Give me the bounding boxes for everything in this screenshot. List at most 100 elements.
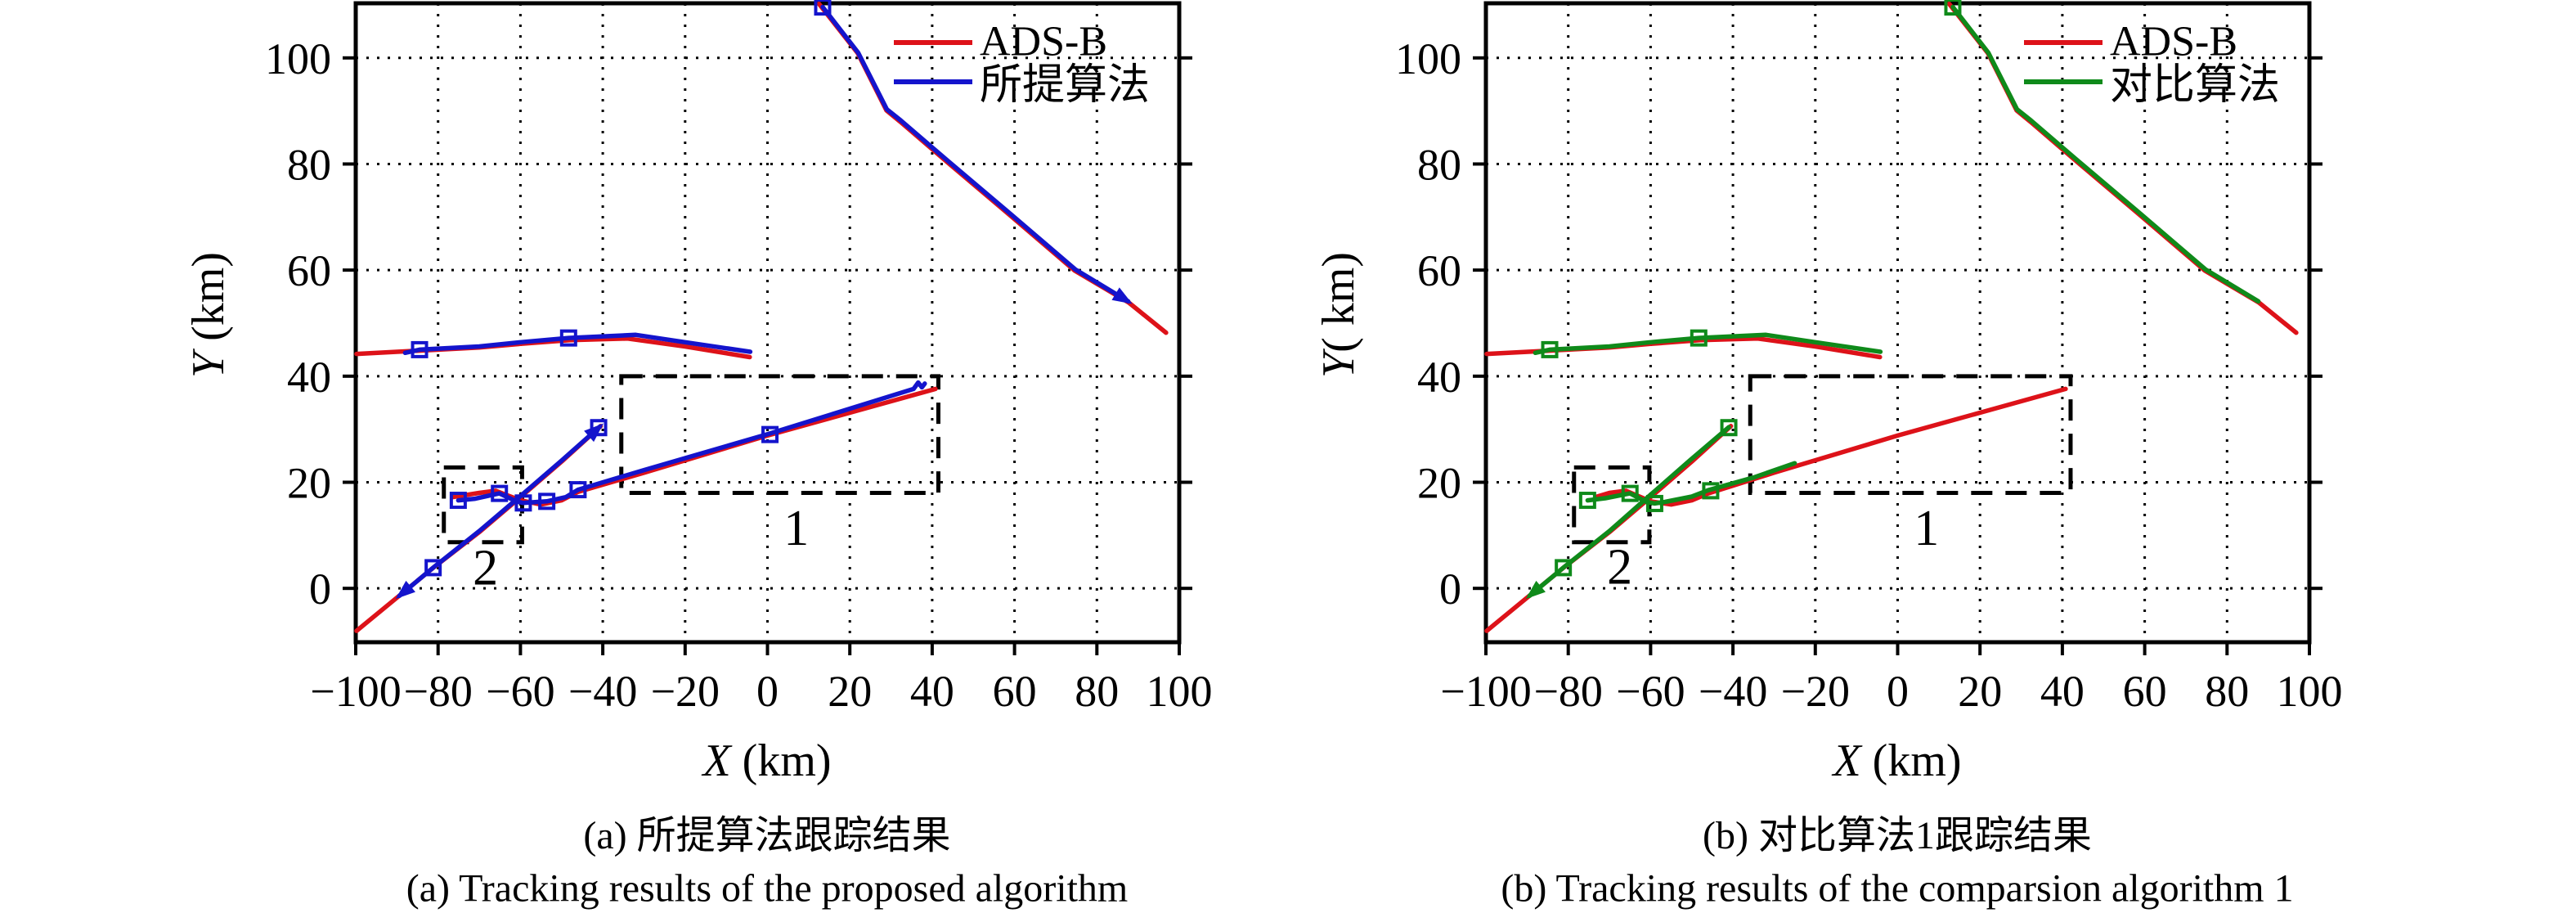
svg-text:20: 20 (828, 667, 872, 716)
svg-text:20: 20 (1417, 459, 1461, 508)
plot-a-proposed-track-cross (456, 380, 927, 506)
svg-text:60: 60 (287, 246, 331, 295)
plot-b: −100 −80 −60 −40 −20 0 20 40 60 80 100 0 20 40 60 80 100… (1395, 0, 2343, 716)
plot-b-region-label-2: 2 (1607, 539, 1632, 595)
svg-text:−20: −20 (651, 667, 720, 716)
plot-b-ylabel-var: Y (1313, 352, 1364, 379)
plot-b-comparison-track-top (1950, 4, 2261, 304)
svg-text:80: 80 (1417, 140, 1461, 189)
plot-a-xlabel: X (km) (702, 735, 831, 787)
plot-b-adsb-track-cross (1595, 386, 2068, 507)
plot-a-proposed-track-top-arrow (1111, 287, 1133, 304)
plot-b-track-marker (1555, 559, 1573, 577)
plot-a-ylabel: Y (km) (182, 252, 235, 378)
plot-a-proposed-track-mid (402, 332, 753, 356)
svg-text:−40: −40 (1699, 667, 1767, 716)
svg-text:80: 80 (287, 140, 331, 189)
plot-b-ylabel: Y( km) (1313, 252, 1365, 378)
plot-b-xlabel: X (km) (1833, 735, 1961, 787)
plot-a-track-marker (491, 484, 509, 502)
plot-b-track-marker (1944, 0, 1962, 16)
plot-b-comparison-track-diag-arrow (1525, 580, 1546, 600)
plot-a-proposed-track-diag (397, 424, 603, 599)
plot-b-border (1483, 1, 2312, 645)
plot-b-track-marker (1621, 484, 1639, 502)
plot-a: −100 −80 −60 −40 −20 0 20 40 60 80 100 0 20 40 60 80 100… (265, 0, 1213, 716)
plot-b-xlabel-var: X (1833, 735, 1861, 786)
plot-a-caption-chinese: (a) 所提算法跟踪结果 (583, 814, 951, 857)
svg-text:60: 60 (1417, 246, 1461, 295)
plot-a-track-marker (424, 559, 442, 577)
svg-text:0: 0 (1439, 564, 1461, 614)
plot-b-ylabel-unit: ( km) (1313, 251, 1364, 353)
plot-b-track-marker (1720, 419, 1738, 437)
plot-a-region-label-2: 2 (473, 541, 498, 596)
svg-text:−80: −80 (1533, 667, 1602, 716)
plot-b-ytick-labels: 0 20 40 60 80 100 (1395, 34, 1461, 614)
plot-b-track-marker (1702, 482, 1720, 500)
svg-text:60: 60 (2123, 667, 2167, 716)
plot-b-region-box-1 (1748, 374, 2073, 495)
plot-a-track-marker (449, 492, 467, 510)
svg-text:100: 100 (1147, 667, 1213, 716)
plot-a-xlabel-var: X (702, 735, 731, 786)
plot-b-track-marker (1541, 340, 1559, 358)
plot-a-ticks (343, 56, 1192, 655)
svg-text:40: 40 (1417, 353, 1461, 402)
plot-a-region-label-1: 1 (783, 501, 809, 556)
svg-text:60: 60 (993, 667, 1037, 716)
svg-text:−40: −40 (568, 667, 637, 716)
plot-b-track-marker (1578, 492, 1596, 510)
plot-a-track-marker (814, 0, 832, 16)
plot-b-xtick-labels: −100 −80 −60 −40 −20 0 20 40 60 80 100 (1440, 667, 2342, 716)
plot-a-ylabel-var: Y (183, 352, 234, 379)
svg-text:80: 80 (2205, 667, 2249, 716)
plot-a-ytick-labels: 0 20 40 60 80 100 (265, 34, 331, 614)
plot-a-track-marker (590, 419, 608, 437)
plot-a-grid (356, 3, 1179, 642)
plot-b-legend-lines (2024, 40, 2103, 84)
plot-b-region-label-1: 1 (1914, 501, 1939, 556)
plot-a-proposed-track-top (820, 4, 1131, 304)
plot-b-track-marker (1690, 329, 1708, 347)
svg-text:−20: −20 (1781, 667, 1850, 716)
plot-a-track-marker (411, 340, 429, 358)
plot-b-caption-chinese: (b) 对比算法1跟踪结果 (1703, 814, 2092, 857)
svg-text:−60: −60 (486, 667, 554, 716)
plot-a-track-marker (559, 329, 577, 347)
svg-text:80: 80 (1075, 667, 1119, 716)
plot-b-comparison-track-cross (1585, 461, 1797, 506)
plot-a-track-marker (569, 481, 587, 499)
svg-text:20: 20 (287, 459, 331, 508)
plot-a-xtick-labels: −100 −80 −60 −40 −20 0 20 40 60 80 100 (310, 667, 1212, 716)
plot-a-region-box-1 (619, 374, 940, 495)
plot-b-grid (1486, 3, 2309, 642)
svg-text:0: 0 (1887, 667, 1909, 716)
svg-text:−80: −80 (403, 667, 472, 716)
svg-text:0: 0 (756, 667, 779, 716)
svg-text:−100: −100 (1440, 667, 1531, 716)
plot-b-legend-label-comparison: 对比算法 (2110, 62, 2281, 109)
plot-a-track-marker (761, 425, 779, 443)
svg-text:20: 20 (1958, 667, 2002, 716)
plot-a-proposed-track-diag-arrow (395, 580, 415, 600)
svg-text:100: 100 (1395, 34, 1461, 83)
svg-text:100: 100 (265, 34, 331, 83)
plot-a-xlabel-unit: (km) (730, 735, 832, 786)
svg-text:−100: −100 (310, 667, 401, 716)
plot-b-legend-label-adsb: ADS-B (2110, 18, 2238, 65)
plot-a-caption-english: (a) Tracking results of the proposed alg… (406, 866, 1129, 911)
plot-b-track-marker (1645, 494, 1663, 512)
plot-b-comparison-track-mid (1533, 332, 1883, 356)
plot-b-xlabel-unit: (km) (1860, 735, 1962, 786)
svg-text:40: 40 (910, 667, 954, 716)
plot-a-proposed-track-diag-arrow (584, 423, 604, 443)
svg-text:−60: −60 (1616, 667, 1685, 716)
svg-text:100: 100 (2277, 667, 2343, 716)
plot-a-legend-label-proposed: 所提算法 (980, 62, 1151, 109)
plot-b-ticks (1473, 56, 2322, 655)
plot-a-track-marker (538, 492, 556, 510)
plot-a-ylabel-unit: (km) (183, 251, 234, 353)
